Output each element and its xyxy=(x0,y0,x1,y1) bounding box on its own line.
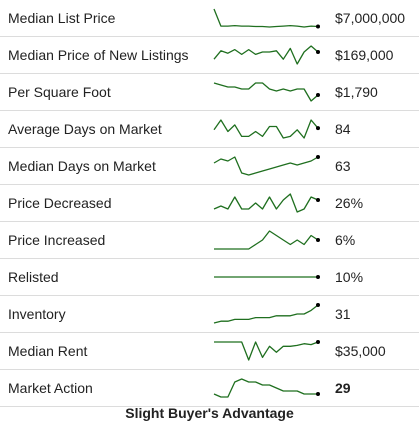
metric-value: $35,000 xyxy=(335,343,386,359)
metric-label: Median List Price xyxy=(8,10,116,26)
sparkline-end-marker xyxy=(316,275,320,279)
metric-row-inventory: Inventory 31 xyxy=(0,296,419,333)
metric-value: 26% xyxy=(335,195,364,211)
trend-sparkline xyxy=(214,230,320,250)
trend-sparkline xyxy=(214,340,320,361)
sparkline-end-marker xyxy=(316,238,320,242)
sparkline-path xyxy=(213,304,319,324)
trend-sparkline xyxy=(213,119,320,139)
metric-value: $169,000 xyxy=(335,47,394,63)
market-condition-label: Slight Buyer's Advantage xyxy=(125,405,294,421)
metric-value: 29 xyxy=(335,380,351,396)
metric-value: 63 xyxy=(335,158,351,174)
metric-row-median-rent: Median Rent $35,000 xyxy=(0,333,419,370)
sparkline-end-marker xyxy=(316,155,320,159)
metric-value: $7,000,000 xyxy=(335,10,406,26)
sparkline-end-marker xyxy=(316,24,320,29)
trend-sparkline xyxy=(214,275,320,279)
metric-value: 31 xyxy=(335,306,351,322)
metric-row-median-price-new-listings: Median Price of New Listings $169,000 xyxy=(0,37,419,74)
metric-value: 6% xyxy=(335,232,356,248)
metric-label: Inventory xyxy=(8,306,66,322)
metric-value: $1,790 xyxy=(335,84,378,100)
metric-row-average-days-on-market: Average Days on Market 84 xyxy=(0,111,419,148)
sparkline-path xyxy=(214,230,319,250)
metric-label: Average Days on Market xyxy=(8,121,162,137)
sparkline-end-marker xyxy=(316,198,320,202)
sparkline-path xyxy=(213,156,319,176)
sparkline-path xyxy=(213,82,319,102)
trend-sparkline xyxy=(213,303,320,324)
metric-label: Median Days on Market xyxy=(8,158,156,174)
metric-label: Price Increased xyxy=(8,232,106,248)
metric-row-price-increased: Price Increased 6% xyxy=(0,222,419,259)
sparkline-end-marker xyxy=(316,93,320,97)
metric-label: Market Action xyxy=(8,380,93,396)
metric-label: Median Price of New Listings xyxy=(8,47,189,63)
sparkline-path xyxy=(213,193,319,213)
metric-label: Per Square Foot xyxy=(8,84,111,100)
trend-sparkline xyxy=(213,378,320,398)
metric-row-market-action: Market Action 29 xyxy=(0,370,419,407)
sparkline-end-marker xyxy=(316,126,320,131)
metric-label: Price Decreased xyxy=(8,195,112,211)
trend-sparkline xyxy=(213,82,320,102)
sparkline-end-marker xyxy=(316,340,320,344)
metric-row-per-square-foot: Per Square Foot $1,790 xyxy=(0,74,419,111)
trend-sparkline xyxy=(213,193,320,213)
trend-sparkline xyxy=(213,45,320,65)
sparkline-path xyxy=(213,45,319,65)
metric-row-price-decreased: Price Decreased 26% xyxy=(0,185,419,222)
market-stats-table: Median List Price $7,000,000 Median Pric… xyxy=(0,0,419,407)
sparkline-end-marker xyxy=(316,392,320,396)
trend-sparkline xyxy=(213,155,320,176)
metric-row-median-days-on-market: Median Days on Market 63 xyxy=(0,148,419,185)
sparkline-end-marker xyxy=(316,50,320,54)
trend-sparkline xyxy=(213,8,320,29)
metric-row-relisted: Relisted 10% xyxy=(0,259,419,296)
metric-label: Relisted xyxy=(8,269,59,285)
metric-value: 84 xyxy=(335,121,351,137)
sparkline-path xyxy=(214,341,319,361)
sparkline-path xyxy=(213,119,319,139)
metric-label: Median Rent xyxy=(8,343,88,359)
metric-row-median-list-price: Median List Price $7,000,000 xyxy=(0,0,419,37)
metric-value: 10% xyxy=(335,269,364,285)
sparkline-end-marker xyxy=(316,303,320,307)
sparkline-path xyxy=(213,378,318,398)
sparkline-path xyxy=(213,8,319,28)
